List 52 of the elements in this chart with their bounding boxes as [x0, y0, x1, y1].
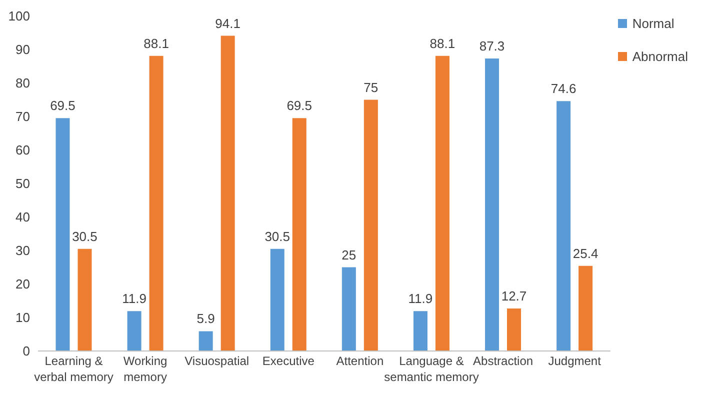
- data-label: 69.5: [50, 98, 76, 114]
- bar: [198, 331, 213, 351]
- data-label: 11.9: [122, 291, 146, 306]
- bar: [127, 311, 142, 351]
- bar: [413, 311, 428, 351]
- y-tick-label: 80: [16, 76, 30, 91]
- y-tick-label: 30: [16, 243, 30, 258]
- data-label: 11.9: [408, 291, 433, 306]
- bar: [292, 118, 306, 351]
- y-tick-label: 100: [8, 8, 30, 24]
- bar: [56, 118, 70, 351]
- x-tick-label: Working memory: [123, 354, 168, 384]
- x-tick-label: Executive: [262, 354, 315, 368]
- x-tick-label: Learning & verbal memory: [34, 354, 114, 384]
- legend-label: Normal: [632, 16, 674, 31]
- data-label: 87.3: [479, 38, 505, 54]
- bar: [78, 248, 92, 351]
- bar: [342, 267, 356, 351]
- bar: [435, 56, 450, 351]
- x-tick-label: Abstraction: [473, 354, 534, 368]
- data-label: 12.7: [501, 288, 527, 304]
- bar: [149, 56, 164, 351]
- data-label: 25.4: [572, 246, 598, 261]
- data-label: 75: [364, 80, 378, 95]
- data-label: 88.1: [430, 36, 456, 51]
- x-tick-label: Attention: [336, 354, 384, 368]
- bar: [578, 266, 593, 351]
- y-tick-label: 90: [16, 42, 30, 58]
- y-tick-label: 0: [22, 344, 30, 359]
- legend-label: Abnormal: [632, 49, 688, 64]
- bar: [364, 100, 378, 351]
- bar: [270, 248, 284, 351]
- data-label: 88.1: [144, 36, 169, 51]
- y-tick-label: 70: [16, 109, 30, 124]
- x-tick-label: Judgment: [548, 354, 602, 368]
- data-label: 30.5: [72, 228, 98, 244]
- data-label: 30.5: [264, 228, 290, 244]
- x-tick-label: Visuospatial: [184, 354, 250, 368]
- bar: [220, 36, 235, 351]
- y-tick-label: 20: [16, 276, 30, 292]
- data-label: 5.9: [196, 311, 215, 326]
- bar: [507, 308, 522, 351]
- y-tick-label: 60: [16, 142, 30, 158]
- y-tick-label: 10: [16, 310, 30, 326]
- y-tick-label: 50: [16, 176, 30, 192]
- y-tick-label: 40: [16, 210, 30, 225]
- data-label: 74.6: [550, 81, 576, 96]
- bar: [556, 101, 571, 351]
- data-label: 25: [342, 247, 356, 262]
- data-label: 94.1: [215, 16, 240, 31]
- bar: [485, 58, 500, 351]
- data-label: 69.5: [286, 98, 312, 114]
